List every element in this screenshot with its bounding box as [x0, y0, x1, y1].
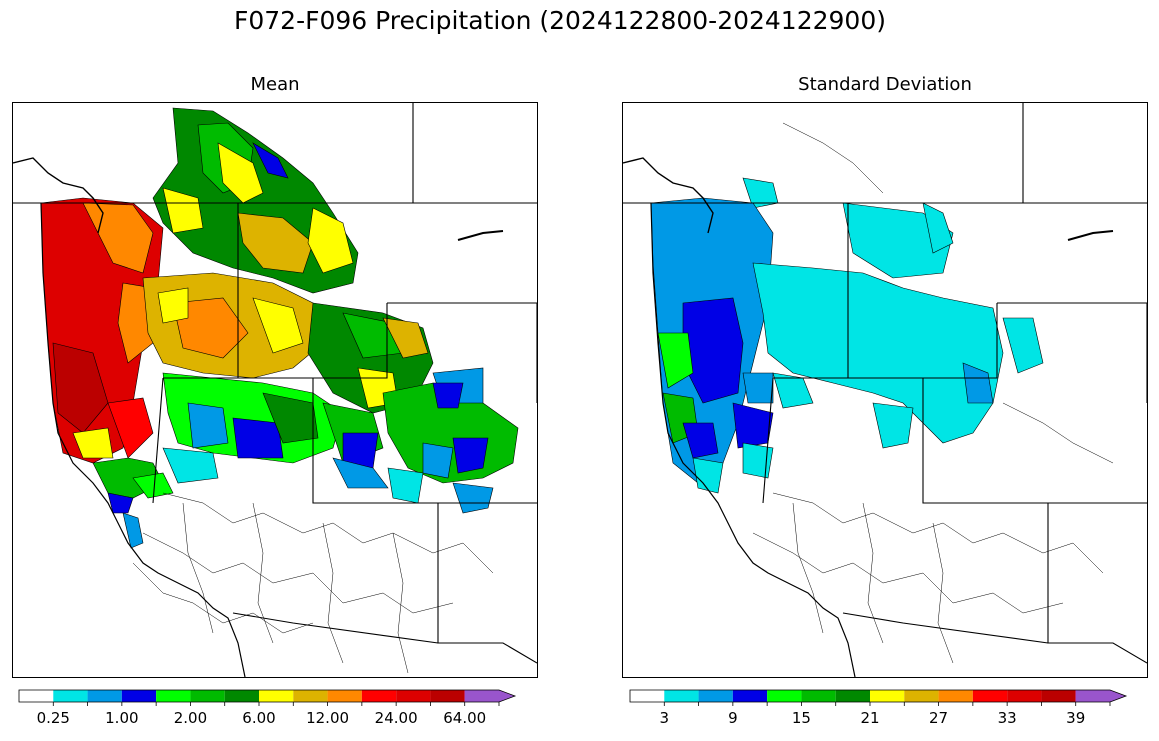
- mean-map-canvas: [13, 103, 537, 677]
- colorbar-segment: [19, 690, 54, 702]
- colorbar-tick-label: 39: [1066, 709, 1086, 727]
- mean-boundaries: [13, 103, 537, 664]
- std-colorbar: 3 9 15 21 27 33 39: [629, 689, 1142, 740]
- colorbar-segment: [361, 690, 397, 702]
- std-boundaries: [623, 103, 1147, 664]
- colorbar-segment: [156, 690, 191, 702]
- colorbar-outline: [629, 689, 1128, 703]
- colorbar-segment: [190, 690, 225, 702]
- colorbar-segment: [870, 690, 905, 702]
- colorbar-tick-label: 1.00: [105, 709, 139, 727]
- colorbar-segment: [430, 690, 465, 702]
- colorbar-tick-label: 2.00: [173, 709, 208, 727]
- colorbar-segment: [1041, 690, 1076, 702]
- std-colorbar-bar: [629, 689, 1128, 706]
- colorbar-segment: [464, 690, 515, 702]
- mean-lake: [457, 230, 504, 241]
- colorbar-tick-label: 24.00: [374, 709, 418, 727]
- mean-precip-fill: [40, 107, 519, 549]
- colorbar-tick-label: 9: [728, 709, 738, 727]
- colorbar-segment: [904, 690, 939, 702]
- colorbar-segment: [259, 690, 294, 702]
- colorbar-tick-label: 21: [860, 709, 880, 727]
- colorbar-segment: [87, 690, 122, 702]
- std-basin-outlines: [752, 122, 1114, 664]
- mean-colorbar-bar: [18, 689, 517, 706]
- colorbar-tick-label: 27: [929, 709, 949, 727]
- colorbar-segment: [732, 690, 768, 702]
- colorbar-segment: [327, 690, 362, 702]
- colorbar-tick-label: 15: [791, 709, 811, 727]
- colorbar-segment: [396, 690, 431, 702]
- mean-colorbar: 0.25 1.00 2.00 6.00 12.00 24.00 64.00: [18, 689, 531, 740]
- colorbar-tick-label: 33: [997, 709, 1017, 727]
- colorbar-segment: [801, 690, 836, 702]
- std-precip-fill: [650, 177, 1044, 494]
- std-map[interactable]: [622, 102, 1148, 678]
- mean-coastline: [40, 202, 246, 677]
- colorbar-tick-label: 6.00: [242, 709, 276, 727]
- colorbar-segment: [293, 690, 328, 702]
- colorbar-segment: [767, 690, 802, 702]
- colorbar-tick-label: 12.00: [306, 709, 350, 727]
- std-lake: [1067, 230, 1114, 241]
- colorbar-segment: [972, 690, 1008, 702]
- colorbar-segment: [630, 690, 665, 702]
- std-panel-title: Standard Deviation: [798, 74, 972, 95]
- std-map-canvas: [623, 103, 1147, 677]
- mean-basin-outlines: [132, 492, 494, 674]
- colorbar-segment: [698, 690, 733, 702]
- mean-puget-sound: [13, 157, 104, 234]
- figure-title: F072-F096 Precipitation (2024122800-2024…: [233, 6, 886, 35]
- mean-map[interactable]: [12, 102, 538, 678]
- colorbar-segment: [1007, 690, 1042, 702]
- colorbar-segment: [938, 690, 973, 702]
- colorbar-segment: [835, 690, 870, 702]
- colorbar-outline: [18, 689, 517, 703]
- colorbar-segment: [53, 690, 88, 702]
- std-coastline: [650, 202, 856, 677]
- colorbar-segment: [224, 690, 259, 702]
- colorbar-tick-label: 3: [659, 709, 670, 727]
- colorbar-tick-label: 64.00: [443, 709, 487, 727]
- colorbar-segment: [121, 690, 157, 702]
- colorbar-segment: [664, 690, 699, 702]
- std-puget-sound: [623, 157, 714, 234]
- colorbar-tick-label: 0.25: [36, 709, 70, 727]
- mean-panel-title: Mean: [250, 74, 300, 95]
- colorbar-segment: [1075, 690, 1126, 702]
